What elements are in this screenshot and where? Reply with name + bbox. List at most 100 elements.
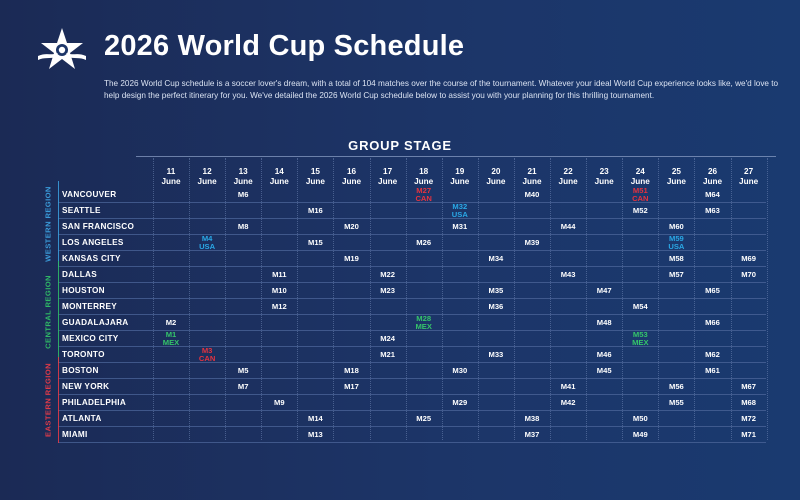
- match-cell: M42: [550, 399, 586, 407]
- match-number: M44: [560, 222, 576, 231]
- match-number: M36: [488, 302, 504, 311]
- date-day: 12: [202, 167, 212, 176]
- city-name: BOSTON: [62, 366, 99, 375]
- match-number: M71: [741, 430, 756, 439]
- match-number: M62: [705, 350, 720, 359]
- match-number: M33: [488, 350, 504, 359]
- date-day: 24: [635, 167, 645, 176]
- column-separator: [658, 158, 660, 440]
- region-bar: [58, 181, 59, 267]
- date-day: 11: [166, 167, 176, 176]
- match-number: M60: [669, 222, 684, 231]
- match-number: M63: [705, 206, 720, 215]
- match-number: M14: [308, 414, 323, 423]
- row-separator: [58, 362, 766, 363]
- match-number: M59: [669, 234, 684, 243]
- match-number: M34: [488, 254, 504, 263]
- match-cell: M33: [478, 351, 514, 359]
- date-day: 20: [491, 167, 501, 176]
- row-separator: [58, 314, 766, 315]
- date-day: 25: [671, 167, 681, 176]
- date-day: 23: [599, 167, 609, 176]
- match-number: M55: [669, 398, 684, 407]
- match-cell: M7: [225, 383, 261, 391]
- match-cell: M8: [225, 223, 261, 231]
- match-number: M65: [705, 286, 720, 295]
- page-title: 2026 World Cup Schedule: [104, 30, 465, 62]
- match-cell: M26: [406, 239, 442, 247]
- match-cell: M56: [658, 383, 694, 391]
- column-separator: [369, 158, 371, 440]
- date-day: 21: [527, 167, 537, 176]
- match-cell: M21: [370, 351, 406, 359]
- date-header: 24 June: [622, 167, 658, 186]
- date-day: 15: [310, 167, 320, 176]
- date-day: 16: [346, 167, 357, 176]
- match-number: M20: [344, 222, 359, 231]
- match-number: M11: [272, 270, 287, 279]
- match-cell: M5: [225, 367, 261, 375]
- match-number: M16: [308, 206, 323, 215]
- date-month: June: [197, 176, 217, 186]
- match-number: M29: [452, 398, 468, 407]
- match-number: M70: [741, 270, 756, 279]
- date-month: June: [594, 176, 614, 186]
- match-number: M23: [380, 286, 395, 295]
- date-header: 27 June: [731, 167, 767, 186]
- match-number: M35: [488, 286, 504, 295]
- section-title-group-stage: GROUP STAGE: [348, 138, 452, 153]
- date-month: June: [414, 176, 434, 186]
- column-separator: [477, 158, 479, 440]
- date-month: June: [739, 176, 759, 186]
- date-header: 25 June: [658, 167, 694, 186]
- match-number: M2: [165, 318, 177, 327]
- region-name: CENTRAL REGION: [43, 275, 53, 349]
- match-number: M46: [596, 350, 612, 359]
- match-cell: M20: [334, 223, 370, 231]
- match-cell: M31: [442, 223, 478, 231]
- match-cell: M16: [297, 207, 333, 215]
- match-cell: M63: [695, 207, 731, 215]
- match-cell: M10: [261, 287, 297, 295]
- match-number: M8: [237, 222, 249, 231]
- match-number: M69: [741, 254, 756, 263]
- city-name: HOUSTON: [62, 286, 105, 295]
- match-cell: M53 MEX: [622, 331, 658, 347]
- date-day: 27: [744, 167, 754, 176]
- match-number: M5: [237, 366, 249, 375]
- match-cell: M24: [370, 335, 406, 343]
- column-separator: [405, 158, 407, 440]
- row-separator: [58, 218, 766, 219]
- city-name: NEW YORK: [62, 382, 110, 391]
- match-cell: M32 USA: [442, 203, 478, 219]
- date-month: June: [666, 176, 686, 186]
- match-cell: M46: [586, 351, 622, 359]
- match-cell: M36: [478, 303, 514, 311]
- date-day: 13: [238, 167, 248, 176]
- column-separator: [622, 158, 624, 440]
- match-number: M38: [524, 414, 540, 423]
- date-day: 26: [707, 167, 718, 176]
- match-number: M4: [201, 234, 213, 243]
- match-number: M22: [380, 270, 395, 279]
- match-cell: M17: [334, 383, 370, 391]
- match-cell: M43: [550, 271, 586, 279]
- match-cell: M11: [261, 271, 297, 279]
- match-number: M6: [237, 190, 249, 199]
- host-country: CAN: [632, 194, 649, 203]
- row-separator: [58, 298, 766, 299]
- match-number: M57: [669, 270, 684, 279]
- match-cell: M61: [695, 367, 731, 375]
- date-day: 19: [455, 167, 465, 176]
- match-cell: M55: [658, 399, 694, 407]
- match-cell: M37: [514, 431, 550, 439]
- match-cell: M4 USA: [189, 235, 225, 251]
- city-name: SAN FRANCISCO: [62, 222, 135, 231]
- match-number: M7: [237, 382, 249, 391]
- match-cell: M60: [658, 223, 694, 231]
- match-cell: M39: [514, 239, 550, 247]
- match-cell: M41: [550, 383, 586, 391]
- match-cell: M22: [370, 271, 406, 279]
- match-number: M50: [632, 414, 648, 423]
- match-cell: M48: [586, 319, 622, 327]
